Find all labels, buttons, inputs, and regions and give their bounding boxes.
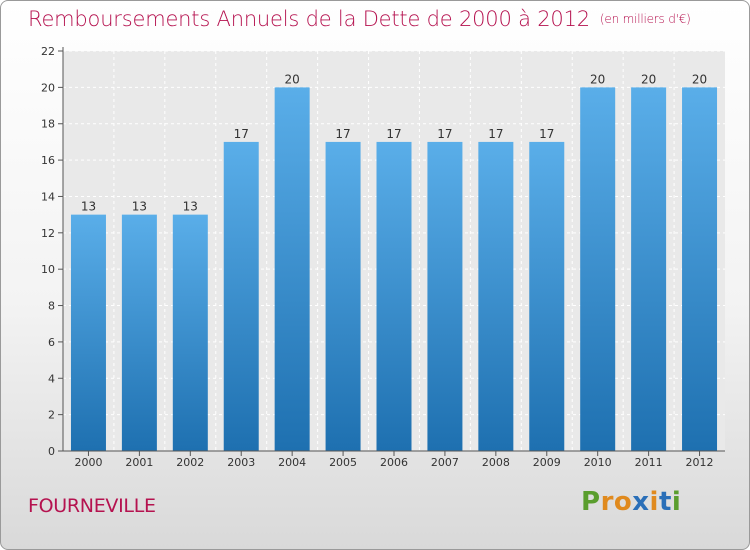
y-tick-label: 6 [48, 336, 55, 349]
x-tick-label: 2005 [329, 456, 357, 469]
data-label: 13 [183, 200, 198, 214]
y-tick-label: 8 [48, 300, 55, 313]
data-label: 20 [641, 72, 656, 86]
data-label: 20 [285, 72, 300, 86]
y-tick-label: 4 [48, 372, 55, 385]
bar-2001 [121, 214, 157, 451]
logo-letter: P [581, 487, 601, 517]
logo-letter: i [671, 487, 682, 517]
bar-2012 [682, 87, 718, 451]
x-tick-label: 2001 [125, 456, 153, 469]
bar-2009 [529, 141, 565, 451]
data-label: 17 [335, 127, 350, 141]
x-tick-label: 2008 [482, 456, 510, 469]
logo-letter: t [658, 487, 672, 517]
bar-2010 [580, 87, 616, 451]
y-tick-label: 20 [41, 81, 55, 94]
data-label: 13 [132, 200, 147, 214]
bar-2005 [325, 141, 361, 451]
x-tick-label: 2006 [380, 456, 408, 469]
bar-2006 [376, 141, 412, 451]
chart-title: Remboursements Annuels de la Dette de 20… [28, 7, 691, 31]
y-tick-label: 12 [41, 227, 55, 240]
y-tick-label: 0 [48, 445, 55, 458]
bar-2002 [172, 214, 208, 451]
x-tick-label: 2007 [431, 456, 459, 469]
bar-2003 [223, 141, 259, 451]
logo-letter: r [600, 487, 614, 517]
data-label: 13 [81, 200, 96, 214]
y-tick-label: 14 [41, 190, 55, 203]
x-tick-label: 2009 [533, 456, 561, 469]
data-label: 20 [692, 72, 707, 86]
logo-letter: o [613, 487, 633, 517]
unit-note: (en milliers d'€) [599, 12, 691, 26]
data-label: 17 [488, 127, 503, 141]
y-tick-label: 10 [41, 263, 55, 276]
data-label: 17 [437, 127, 452, 141]
city-name: FOURNEVILLE [28, 495, 156, 517]
y-tick-label: 16 [41, 154, 55, 167]
bar-2008 [478, 141, 514, 451]
bar-2011 [631, 87, 667, 451]
bar-2000 [70, 214, 106, 451]
bar-2007 [427, 141, 463, 451]
data-label: 17 [386, 127, 401, 141]
data-label: 20 [590, 72, 605, 86]
logo-letter: i [649, 487, 659, 517]
x-tick-label: 2010 [584, 456, 612, 469]
x-tick-label: 2000 [74, 456, 102, 469]
bar-2004 [274, 87, 310, 451]
title-text: Remboursements Annuels de la Dette de 20… [28, 7, 590, 31]
logo-letter: x [632, 487, 650, 517]
x-tick-label: 2012 [686, 456, 714, 469]
x-tick-label: 2011 [635, 456, 663, 469]
y-tick-label: 18 [41, 118, 55, 131]
x-tick-label: 2004 [278, 456, 306, 469]
x-tick-label: 2003 [227, 456, 255, 469]
x-tick-label: 2002 [176, 456, 204, 469]
y-tick-label: 2 [48, 409, 55, 422]
data-label: 17 [234, 127, 249, 141]
data-label: 17 [539, 127, 554, 141]
y-tick-label: 22 [41, 45, 55, 58]
proxiti-logo: Proxiti [581, 487, 681, 517]
